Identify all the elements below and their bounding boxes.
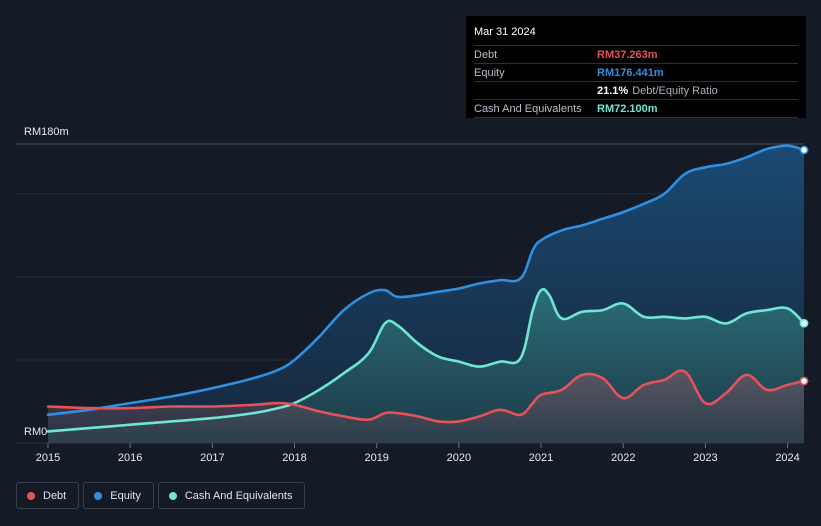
debt-area bbox=[48, 370, 804, 443]
x-tick-label: 2022 bbox=[611, 452, 635, 464]
tooltip-row-equity: Equity RM176.441m bbox=[474, 63, 798, 81]
legend-item-cash[interactable]: Cash And Equivalents bbox=[157, 482, 306, 509]
series-lines bbox=[46, 144, 806, 433]
cash-dot-icon bbox=[168, 491, 177, 500]
cash-end-marker bbox=[799, 318, 809, 328]
tooltip-row-debt: Debt RM37.263m bbox=[474, 45, 798, 63]
y-axis-max-label: RM180m bbox=[24, 126, 69, 138]
legend-cash-label: Cash And Equivalents bbox=[184, 489, 293, 502]
debt-end-marker bbox=[799, 376, 809, 386]
cash-line bbox=[46, 287, 806, 433]
equity-line bbox=[46, 144, 806, 417]
legend-equity-label: Equity bbox=[110, 489, 141, 502]
tooltip-ratio-suffix: Debt/Equity Ratio bbox=[632, 84, 718, 97]
x-tick-label: 2016 bbox=[118, 452, 142, 464]
equity-end-marker bbox=[799, 145, 809, 155]
x-tick-label: 2019 bbox=[364, 452, 388, 464]
legend-item-equity[interactable]: Equity bbox=[83, 482, 154, 509]
legend: Debt Equity Cash And Equivalents bbox=[16, 482, 306, 509]
x-tick-label: 2018 bbox=[282, 452, 306, 464]
legend-debt-label: Debt bbox=[43, 489, 67, 502]
y-axis-min-label: RM0 bbox=[24, 426, 47, 438]
tooltip-cash-label: Cash And Equivalents bbox=[474, 102, 582, 115]
series-end-markers bbox=[799, 145, 809, 386]
legend-item-debt[interactable]: Debt bbox=[16, 482, 80, 509]
x-tick-label: 2015 bbox=[36, 452, 60, 464]
x-tick-label: 2024 bbox=[775, 452, 799, 464]
debt-dot-icon bbox=[27, 491, 35, 500]
tooltip-equity-value: RM176.441m bbox=[597, 66, 664, 79]
equity-dot-icon bbox=[94, 491, 103, 500]
tooltip-ratio-value: 21.1% bbox=[597, 84, 629, 97]
tooltip-debt-label: Debt bbox=[474, 48, 498, 61]
tooltip: Mar 31 2024 Debt RM37.263m Equity RM176.… bbox=[466, 16, 806, 118]
debt-line bbox=[46, 369, 806, 424]
tooltip-row-cash: Cash And Equivalents RM72.100m bbox=[474, 99, 798, 118]
tooltip-row-ratio: 21.1% Debt/Equity Ratio bbox=[474, 81, 798, 99]
tooltip-date: Mar 31 2024 bbox=[474, 26, 536, 38]
tooltip-cash-value: RM72.100m bbox=[597, 102, 658, 115]
x-tick-label: 2020 bbox=[447, 452, 471, 464]
tooltip-equity-label: Equity bbox=[474, 66, 505, 79]
x-axis-ticks: 2015 2016 2017 2018 2019 2020 2021 2022 2023 2024 bbox=[36, 443, 800, 464]
x-tick-label: 2023 bbox=[693, 452, 717, 464]
x-tick-label: 2017 bbox=[200, 452, 224, 464]
x-tick-label: 2021 bbox=[529, 452, 553, 464]
tooltip-debt-value: RM37.263m bbox=[597, 48, 658, 61]
